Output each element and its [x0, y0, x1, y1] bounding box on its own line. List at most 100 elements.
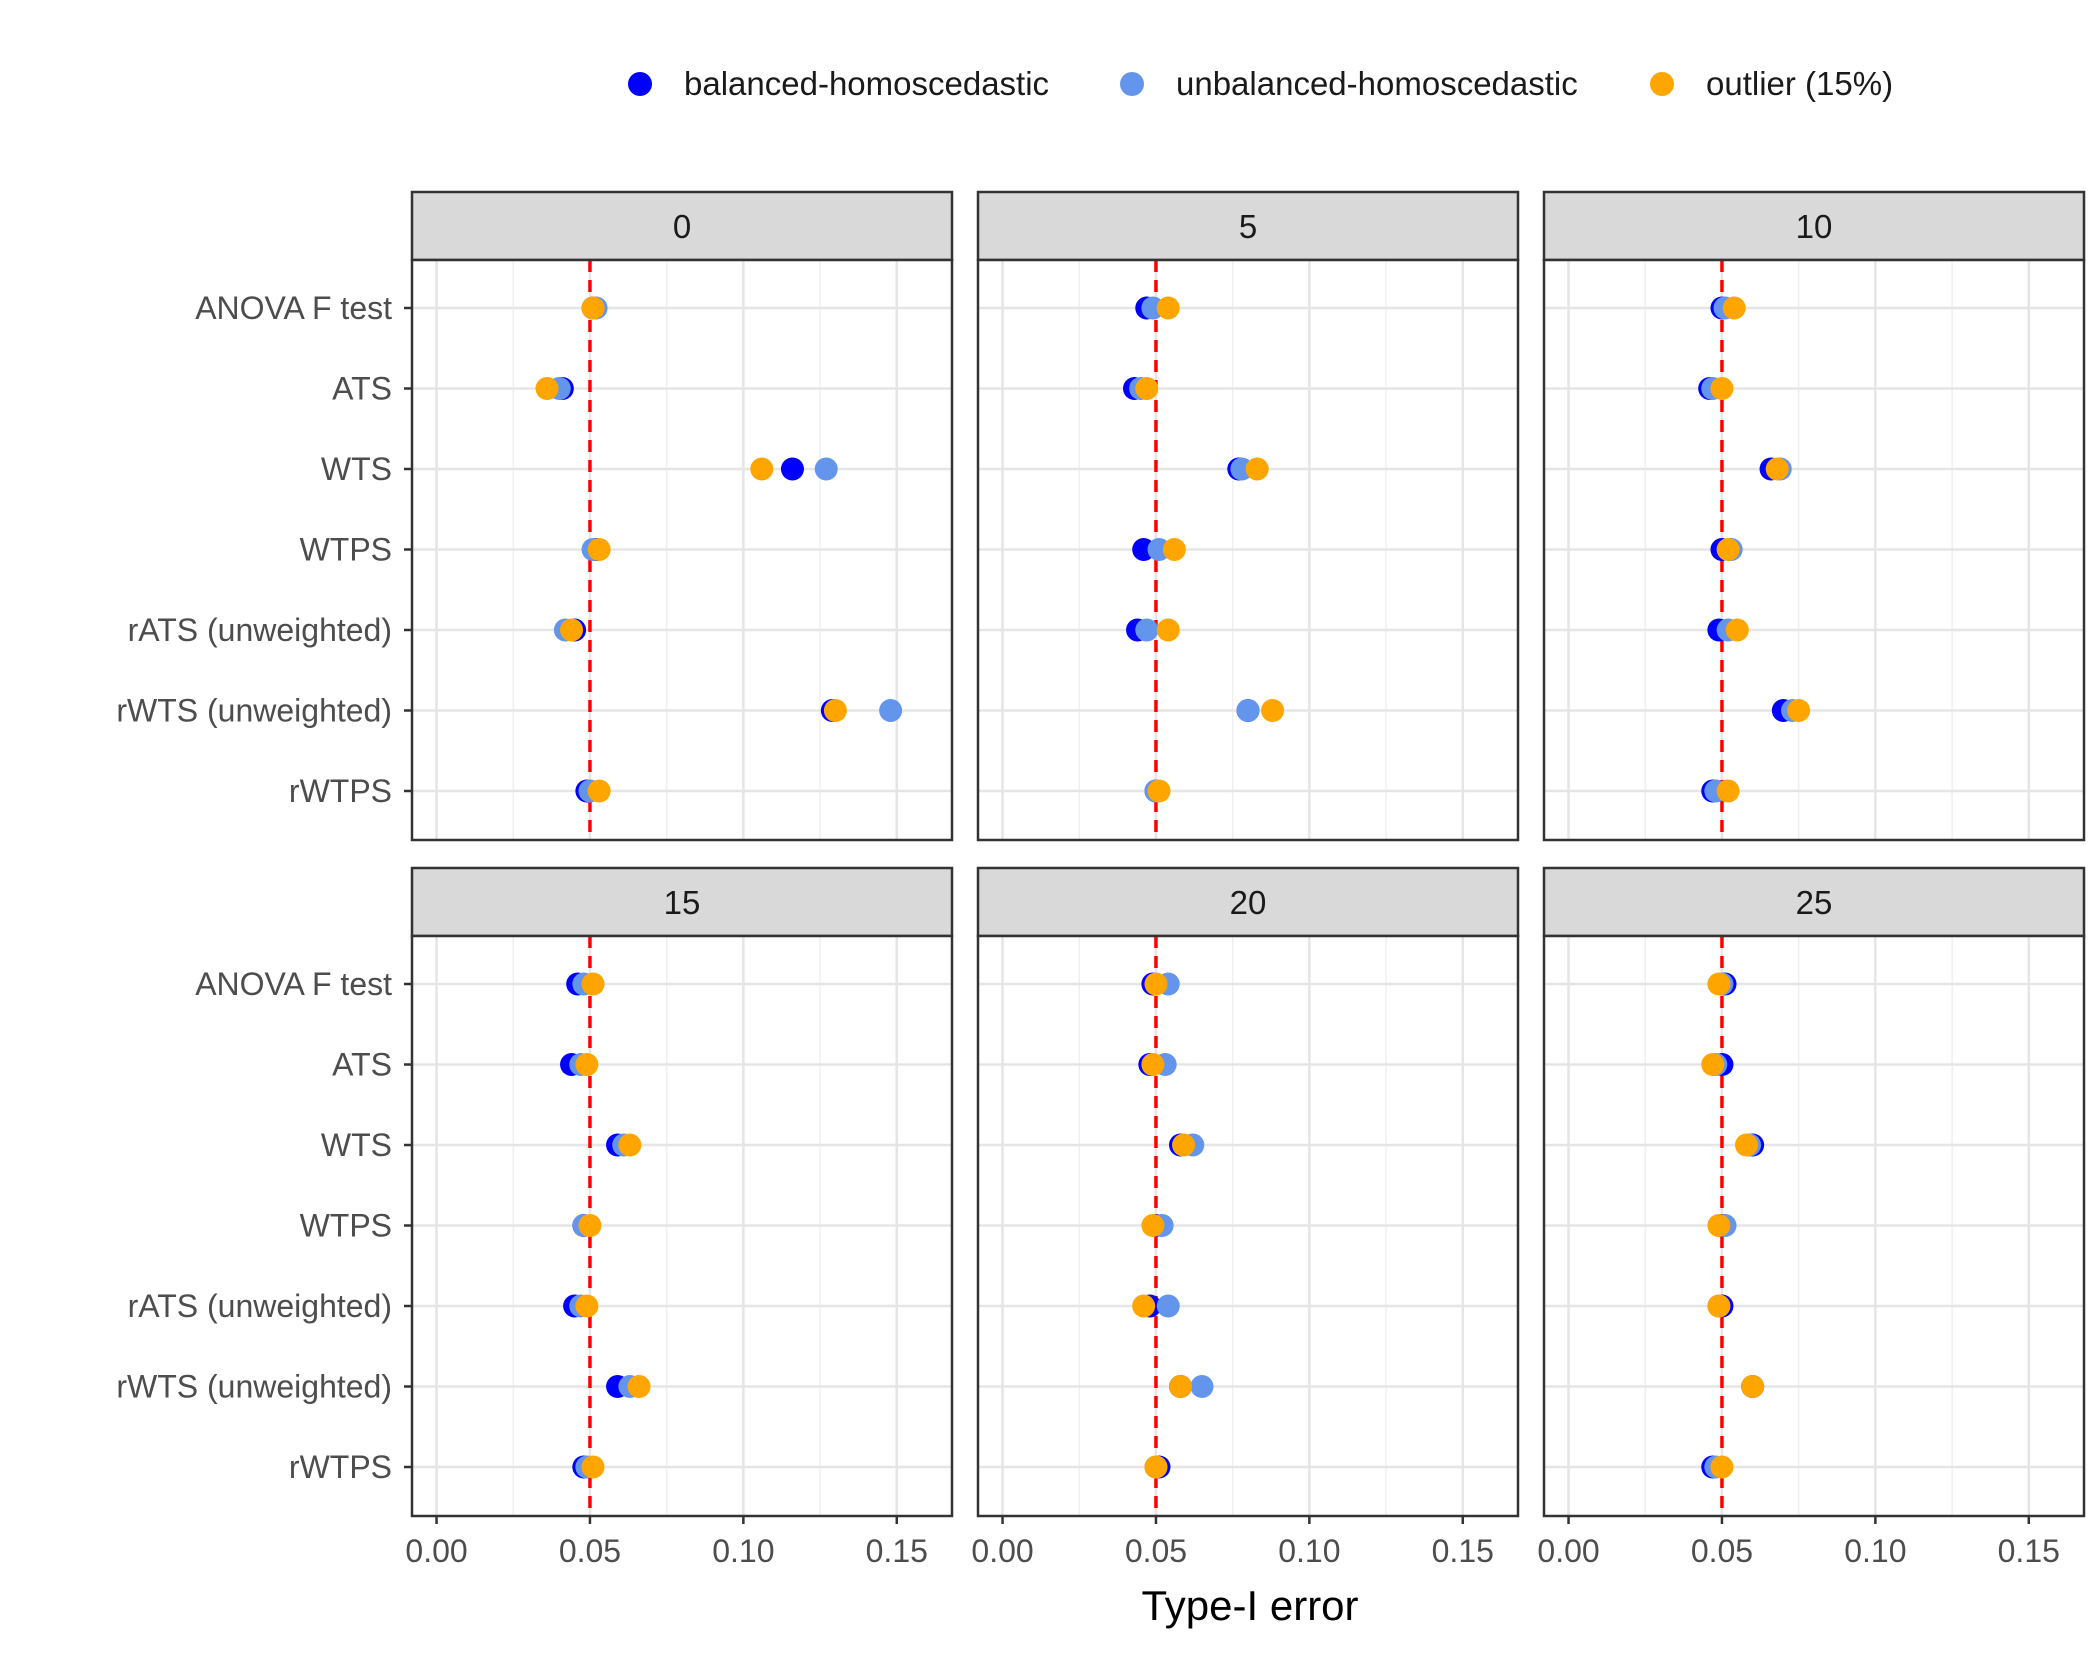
x-axis-title: Type-I error — [1141, 1582, 1358, 1629]
x-tick-label: 0.10 — [1844, 1533, 1906, 1569]
data-point — [1725, 618, 1749, 642]
panel-border — [976, 934, 1520, 1518]
data-point — [780, 457, 804, 481]
data-point — [1144, 972, 1168, 996]
panel-border — [976, 258, 1520, 842]
x-tick-label: 0.05 — [559, 1533, 621, 1569]
data-point — [1787, 699, 1811, 722]
data-point — [1710, 1455, 1734, 1479]
legend-key-3 — [1650, 72, 1674, 96]
y-tick-label: WTS — [321, 1127, 392, 1163]
data-point — [750, 457, 774, 481]
y-tick-label: ATS — [332, 1047, 392, 1083]
facet-label: 5 — [1239, 208, 1257, 245]
data-point — [575, 1294, 599, 1318]
facet-label: 0 — [673, 208, 691, 245]
data-point — [1741, 1375, 1765, 1398]
facet-label: 25 — [1796, 884, 1833, 921]
facet-label: 20 — [1230, 884, 1267, 921]
data-point — [587, 538, 611, 561]
data-point — [1141, 1214, 1165, 1237]
y-tick-label: ATS — [332, 371, 392, 407]
legend: balanced-homoscedastic unbalanced-homosce… — [628, 65, 1893, 102]
data-point — [1156, 296, 1180, 320]
y-tick-label: rWTS (unweighted) — [116, 693, 392, 729]
data-point — [1245, 457, 1269, 481]
data-point — [618, 1133, 642, 1157]
data-point — [1765, 457, 1789, 481]
data-point — [1169, 1375, 1192, 1398]
legend-item: unbalanced-homoscedastic — [1120, 65, 1578, 102]
data-point — [823, 699, 847, 722]
data-point — [814, 457, 838, 481]
facet-strip — [410, 190, 954, 262]
data-point — [535, 377, 559, 400]
data-point — [578, 1214, 602, 1237]
data-point — [1707, 1214, 1731, 1237]
data-point — [1190, 1375, 1214, 1398]
panel-5: 5 — [976, 190, 1520, 842]
data-point — [1701, 1053, 1725, 1076]
data-point — [1716, 538, 1740, 561]
legend-key-2 — [1120, 72, 1144, 96]
panel-border — [1542, 934, 2086, 1518]
x-tick-label: 0.10 — [712, 1533, 774, 1569]
x-tick-label: 0.05 — [1691, 1533, 1753, 1569]
data-point — [560, 618, 584, 642]
data-point — [581, 1455, 605, 1479]
data-point — [1707, 972, 1731, 996]
data-point — [1236, 699, 1260, 722]
y-tick-label: rWTPS — [289, 1449, 392, 1485]
y-tick-label: WTPS — [300, 532, 392, 568]
data-point — [1147, 779, 1171, 803]
facet-label: 15 — [664, 884, 701, 921]
facet-strip — [976, 866, 1520, 938]
data-point — [1716, 779, 1740, 803]
data-point — [1162, 538, 1186, 561]
x-tick-label: 0.10 — [1278, 1533, 1340, 1569]
data-point — [1172, 1133, 1196, 1157]
data-point — [1261, 699, 1285, 722]
data-point — [1156, 1294, 1180, 1318]
data-point — [1135, 618, 1159, 642]
data-point — [587, 779, 611, 803]
panel-10: 10 — [1542, 190, 2086, 842]
legend-label: balanced-homoscedastic — [684, 65, 1049, 102]
panel-border — [1542, 258, 2086, 842]
y-tick-label: ANOVA F test — [195, 966, 392, 1002]
panel-0: 0 ANOVA F test ATS WTS WTPS rATS (unweighted)… — [116, 190, 954, 842]
data-point — [879, 699, 903, 722]
x-tick-label: 0.15 — [1998, 1533, 2060, 1569]
data-point — [1156, 618, 1180, 642]
y-tick-label: rATS (unweighted) — [128, 1288, 392, 1324]
y-tick-label: WTPS — [300, 1208, 392, 1244]
legend-label: unbalanced-homoscedastic — [1176, 65, 1578, 102]
data-point — [1735, 1133, 1758, 1157]
panel-15: 15 ANOVA F test ATS WTS WTPS rATS (unweighted… — [116, 866, 954, 1569]
legend-item: outlier (15%) — [1650, 65, 1893, 102]
data-point — [1722, 296, 1746, 320]
data-point — [581, 972, 605, 996]
data-point — [627, 1375, 651, 1398]
facet-strip — [1542, 190, 2086, 262]
facet-label: 10 — [1796, 208, 1833, 245]
x-tick-label: 0.15 — [1432, 1533, 1494, 1569]
data-point — [1707, 1294, 1731, 1318]
y-tick-label: rATS (unweighted) — [128, 612, 392, 648]
facet-strip — [976, 190, 1520, 262]
data-point — [1141, 1053, 1165, 1076]
legend-item: balanced-homoscedastic — [628, 65, 1049, 102]
data-point — [1135, 377, 1159, 400]
x-tick-label: 0.00 — [405, 1533, 467, 1569]
panel-20: 20 0.00 0.05 0.10 0.15 — [971, 866, 1520, 1569]
data-point — [581, 296, 605, 320]
data-point — [1710, 377, 1734, 400]
x-tick-label: 0.15 — [866, 1533, 928, 1569]
y-tick-label: ANOVA F test — [195, 290, 392, 326]
data-point — [1144, 1455, 1168, 1479]
y-tick-label: rWTPS — [289, 773, 392, 809]
data-point — [1132, 1294, 1156, 1318]
panel-25: 25 0.00 0.05 0.10 0.15 — [1537, 866, 2086, 1569]
